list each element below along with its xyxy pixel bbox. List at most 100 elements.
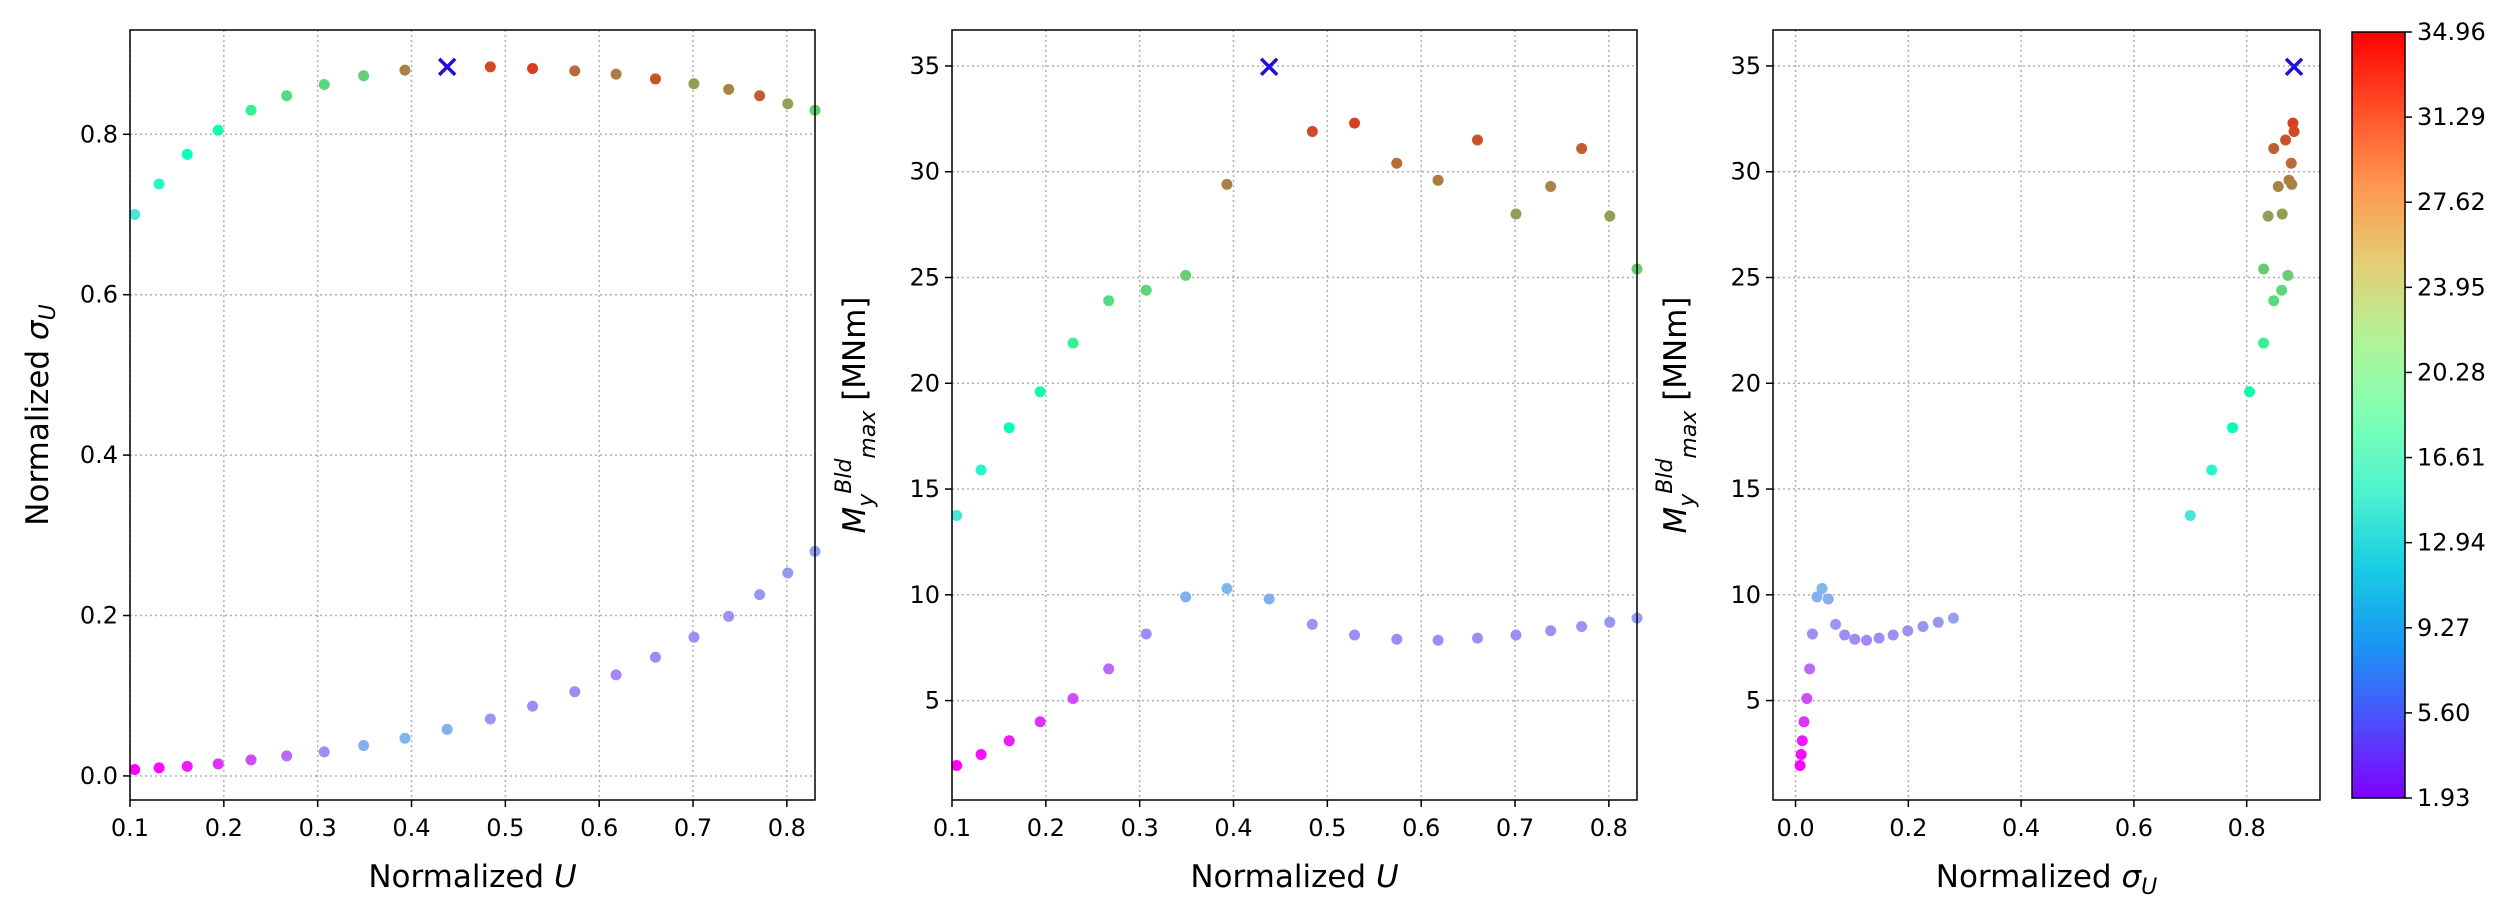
scatter-point xyxy=(527,700,539,712)
axes-frame xyxy=(951,29,1638,801)
y-tick-label: 25 xyxy=(1730,264,1761,292)
scatter-point xyxy=(569,65,581,77)
scatter-point xyxy=(2276,284,2288,296)
scatter-point xyxy=(1140,628,1152,640)
scatter-point xyxy=(688,631,700,643)
scatter-point xyxy=(1887,629,1899,641)
scatter-point xyxy=(1604,616,1616,628)
colorbar: 1.93 5.60 9.27 12.94 16.61 20.28 23.95 27.62 31.… xyxy=(2351,18,2486,812)
scatter-point xyxy=(1306,618,1318,630)
colorbar-gradient xyxy=(2351,31,2406,799)
x-tick-label: 0.4 xyxy=(2002,814,2040,842)
scatter-point xyxy=(1003,422,1015,434)
x-tick-label: 0.5 xyxy=(1308,814,1346,842)
scatter-point xyxy=(1471,134,1483,146)
scatter-point xyxy=(1576,142,1588,154)
scatter-point xyxy=(1849,633,1861,645)
scatter-point xyxy=(358,739,370,751)
scatter-point xyxy=(610,669,622,681)
x-tick-label: 0.2 xyxy=(205,814,243,842)
scatter-point xyxy=(649,651,661,663)
scatter-point xyxy=(2258,263,2270,275)
scatter-point xyxy=(2206,464,2218,476)
scatter-point xyxy=(1816,582,1828,594)
x-tick-label: 0.8 xyxy=(2228,814,2266,842)
x-tick-label: 0.6 xyxy=(2115,814,2153,842)
scatter-point xyxy=(1604,210,1616,222)
max-marker xyxy=(2284,57,2304,77)
scatter-point xyxy=(975,464,987,476)
scatter-point xyxy=(1545,625,1557,637)
y-tick-label: 0.6 xyxy=(80,281,118,309)
scatter-point xyxy=(1221,178,1233,190)
scatter-point xyxy=(782,567,794,579)
scatter-point xyxy=(1067,692,1079,704)
scatter-point xyxy=(153,762,165,774)
scatter-point xyxy=(1391,633,1403,645)
scatter-point xyxy=(245,754,257,766)
scatter-point xyxy=(212,758,224,770)
y-tick-label: 30 xyxy=(909,158,940,186)
x-tick-label: 0.8 xyxy=(1590,814,1628,842)
scatter-point xyxy=(1034,716,1046,728)
scatter-point xyxy=(1873,632,1885,644)
y-tick-label: 0.4 xyxy=(80,441,118,469)
scatter-point xyxy=(1510,208,1522,220)
scatter-point xyxy=(1794,760,1806,772)
left-subplot: 0.1 0.2 0.3 0.4 0.5 0.6 0.7 0.8 0.0 0.2 0.4 0.6 0.8 N… xyxy=(20,29,821,895)
scatter-point xyxy=(1221,582,1233,594)
scatter-point xyxy=(1432,174,1444,186)
x-tick-label: 0.5 xyxy=(486,814,524,842)
scatter-point xyxy=(2276,208,2288,220)
scatter-point xyxy=(1801,692,1813,704)
left-y-axis-label: Normalized σU xyxy=(20,304,61,525)
scatter-point xyxy=(441,723,453,735)
scatter-point xyxy=(2268,295,2280,307)
colorbar-tick-label: 34.96 xyxy=(2417,18,2486,46)
x-tick-label: 0.3 xyxy=(299,814,337,842)
scatter-point xyxy=(1861,634,1873,646)
scatter-point xyxy=(1947,612,1959,624)
scatter-point xyxy=(527,63,539,74)
scatter-point xyxy=(1806,628,1818,640)
scatter-point xyxy=(399,732,411,744)
x-tick-label: 0.7 xyxy=(674,814,712,842)
scatter-point xyxy=(688,78,700,90)
scatter-point xyxy=(1932,616,1944,628)
scatter-point xyxy=(1067,337,1079,349)
scatter-point xyxy=(2227,422,2239,434)
scatter-point xyxy=(1103,295,1115,307)
scatter-point xyxy=(245,104,257,116)
scatter-point xyxy=(1349,629,1361,641)
scatter-point xyxy=(1180,269,1192,281)
scatter-point xyxy=(1822,593,1834,605)
middle-x-axis-label: Normalized U xyxy=(1190,859,1399,895)
scatter-point xyxy=(754,90,766,102)
y-tick-label: 5 xyxy=(925,687,940,715)
x-tick-label: 0.6 xyxy=(1402,814,1440,842)
scatter-point xyxy=(2272,181,2284,193)
scatter-point xyxy=(2288,126,2300,138)
scatter-point xyxy=(318,79,330,91)
scatter-point xyxy=(1798,716,1810,728)
x-tick-label: 0.0 xyxy=(1776,814,1814,842)
scatter-point xyxy=(318,746,330,758)
scatter-point xyxy=(975,749,987,761)
scatter-point xyxy=(951,760,963,772)
scatter-point xyxy=(782,98,794,110)
y-tick-label: 25 xyxy=(909,264,940,292)
axes-frame xyxy=(1772,29,2321,801)
scatter-point xyxy=(1471,632,1483,644)
scatter-point xyxy=(1103,663,1115,675)
y-tick-label: 15 xyxy=(909,475,940,503)
y-tick-label: 5 xyxy=(1746,687,1761,715)
scatter-point xyxy=(2262,210,2274,222)
scatter-point xyxy=(723,610,735,622)
scatter-point xyxy=(1576,621,1588,633)
axes-frame xyxy=(129,29,816,801)
scatter-point xyxy=(2244,386,2256,398)
scatter-point xyxy=(2258,337,2270,349)
scatter-point xyxy=(2184,509,2196,521)
x-tick-label: 0.1 xyxy=(111,814,149,842)
scatter-point xyxy=(484,61,496,73)
